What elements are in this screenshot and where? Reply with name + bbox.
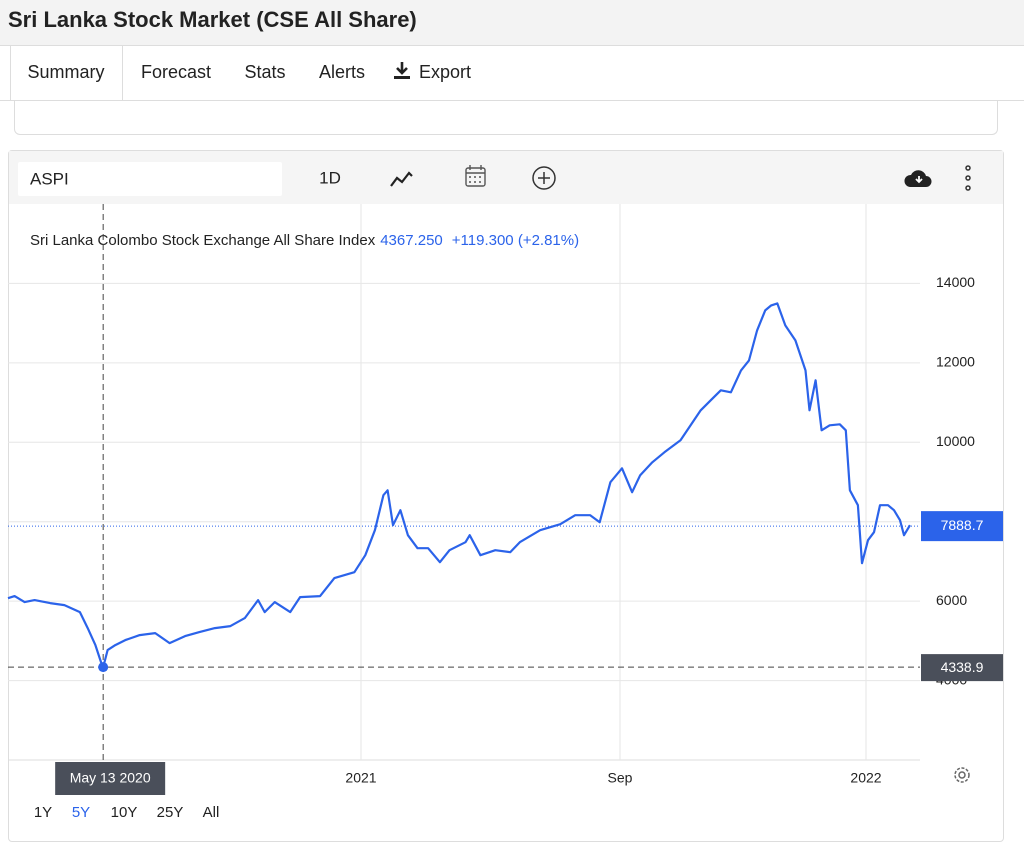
crosshair-x-box: [55, 762, 166, 795]
symbol-input[interactable]: [18, 162, 282, 196]
quote: 4367.250: [380, 232, 443, 249]
change: +119.300 (+2.81%): [452, 232, 579, 249]
settings-icon[interactable]: [954, 767, 970, 783]
tab[interactable]: Stats: [244, 62, 286, 82]
chart-type-icon[interactable]: [390, 171, 413, 187]
interval[interactable]: 1D: [319, 168, 341, 187]
crosshair-y-label: 4338.9: [941, 659, 984, 675]
range-button[interactable]: 10Y: [111, 804, 138, 821]
range-button[interactable]: 25Y: [157, 804, 184, 821]
x-tick-label: 2021: [345, 770, 376, 786]
range-button[interactable]: 1Y: [34, 804, 52, 821]
page-title: Sri Lanka Stock Market (CSE All Share): [8, 7, 417, 32]
last-value-box: [921, 511, 1003, 542]
symbol[interactable]: ASPI: [30, 169, 69, 188]
tab[interactable]: Forecast: [140, 62, 212, 82]
add-icon[interactable]: [532, 166, 556, 190]
crosshair-x-label: May 13 2020: [70, 770, 151, 786]
y-tick-label: 12000: [936, 354, 975, 370]
tab-bar: Summary Forecast Stats Alerts Export: [0, 46, 1024, 101]
export-icon: [394, 62, 410, 79]
menu-icon[interactable]: [965, 165, 971, 191]
crosshair-point: [98, 662, 109, 673]
header: Sri Lanka Stock Market (CSE All Share): [0, 0, 1024, 46]
chart-panel: [8, 150, 1004, 842]
tab[interactable]: Summary: [27, 62, 105, 82]
last-value-label: 7888.7: [941, 517, 984, 533]
series-name: Sri Lanka Colombo Stock Exchange All Sha…: [30, 232, 376, 249]
x-tick-label: Sep: [608, 770, 633, 786]
y-tick-label: 10000: [936, 433, 975, 449]
x-tick-label: 2022: [850, 770, 881, 786]
download-icon[interactable]: [904, 170, 932, 187]
price-line: [7, 302, 911, 669]
crosshair-y-box: [921, 654, 1003, 682]
calendar-icon[interactable]: [465, 165, 486, 187]
y-tick-label: 6000: [936, 592, 967, 608]
y-tick-label: 14000: [936, 274, 975, 290]
range-button[interactable]: 5Y: [72, 804, 90, 821]
tab-selected-box: [10, 46, 123, 100]
tab[interactable]: Export: [418, 62, 472, 82]
range-button[interactable]: All: [203, 804, 220, 821]
tab[interactable]: Alerts: [318, 62, 365, 82]
